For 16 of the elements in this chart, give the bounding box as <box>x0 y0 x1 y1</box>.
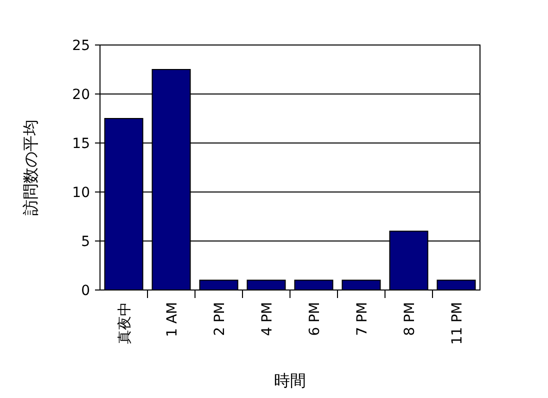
x-axis-title: 時間 <box>274 371 306 390</box>
y-tick-label: 10 <box>72 185 90 201</box>
y-axis-title: 訪問数の平均 <box>21 120 40 216</box>
y-tick-label: 25 <box>72 38 90 54</box>
x-tick-label: 1 AM <box>164 302 180 338</box>
x-tick-label: 11 PM <box>449 302 466 345</box>
y-tick-label: 0 <box>81 283 90 299</box>
x-tick-label: 2 PM <box>212 302 228 336</box>
x-tick-label: 8 PM <box>402 302 418 336</box>
x-tick-label: 7 PM <box>354 302 370 336</box>
y-tick-label: 20 <box>72 87 90 103</box>
y-tick-label: 5 <box>81 234 90 250</box>
x-tick-label: 6 PM <box>306 302 323 336</box>
x-tick-label: 真夜中 <box>116 302 133 344</box>
y-tick-label: 15 <box>72 136 90 152</box>
x-tick-label: 4 PM <box>259 302 276 336</box>
